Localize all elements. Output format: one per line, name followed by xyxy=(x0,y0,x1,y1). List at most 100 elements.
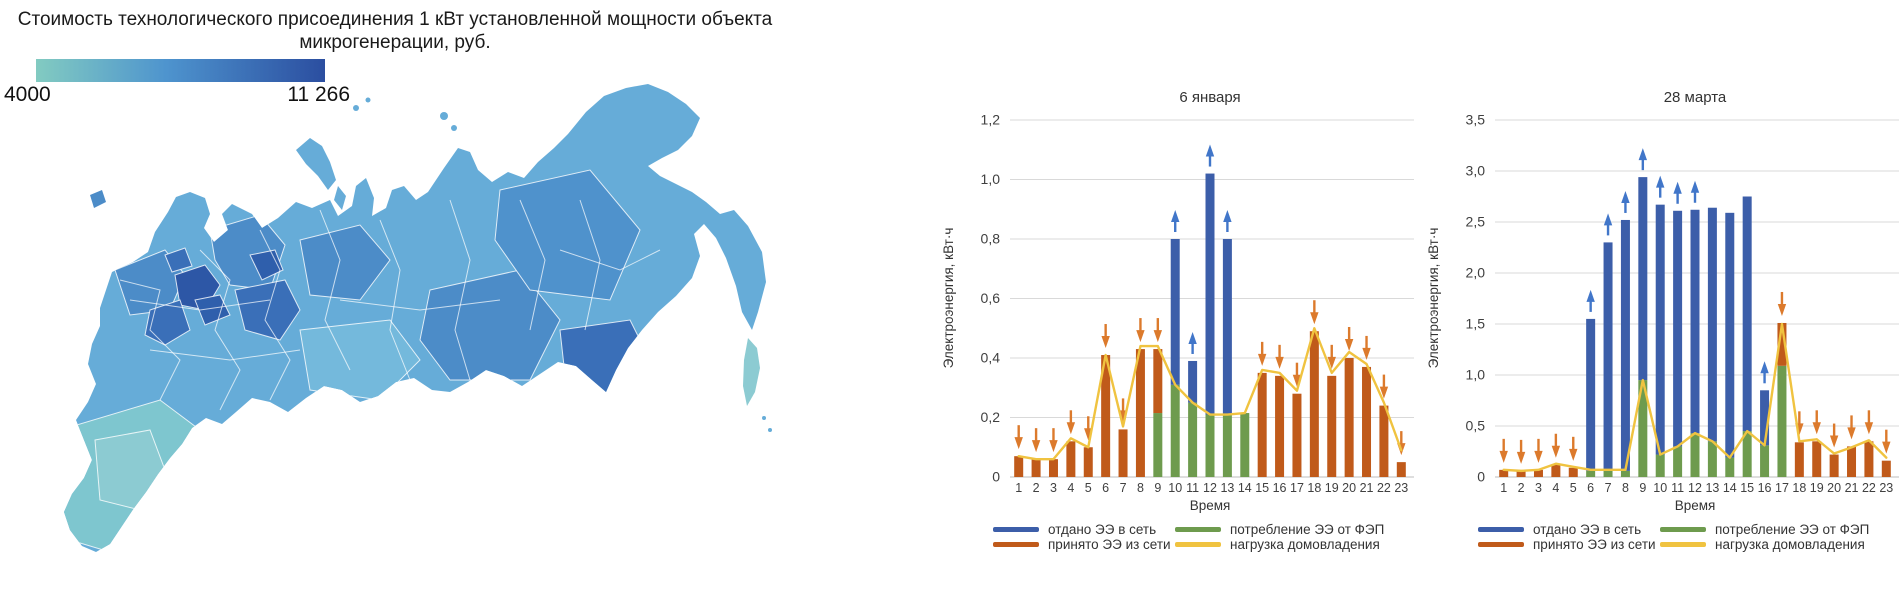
bar-pv xyxy=(1205,414,1215,477)
bar-export xyxy=(1742,196,1752,432)
map-island xyxy=(353,105,359,111)
bar-pv xyxy=(1620,470,1630,477)
scale-max-label: 11 266 xyxy=(287,83,350,106)
map-region xyxy=(249,249,284,281)
legend-swatch xyxy=(1175,527,1221,532)
import-down-arrow-icon xyxy=(1812,422,1821,435)
x-tick-label: 12 xyxy=(1203,481,1217,495)
import-down-arrow-icon xyxy=(1829,435,1839,448)
x-tick-label: 12 xyxy=(1688,481,1702,495)
x-tick-label: 9 xyxy=(1639,481,1646,495)
import-down-arrow-icon xyxy=(1777,303,1787,316)
bar-import xyxy=(1066,441,1076,477)
chart-legend: отдано ЭЭ в сеть принято ЭЭ из сети потреб… xyxy=(937,522,1417,552)
bar-pv xyxy=(1222,414,1232,477)
legend-swatch xyxy=(993,542,1039,547)
x-tick-label: 20 xyxy=(1342,481,1356,495)
export-up-arrow-icon xyxy=(1656,175,1665,188)
legend-label: нагрузка домовладения xyxy=(1715,537,1865,552)
legend-label: принято ЭЭ из сети xyxy=(1048,537,1171,552)
map-title-line2: микрогенерации, руб. xyxy=(299,32,491,53)
bar-import xyxy=(1031,459,1041,477)
bar-import xyxy=(1327,375,1337,477)
bar-export xyxy=(1638,177,1648,381)
import-down-arrow-icon xyxy=(1031,440,1041,453)
map-novaya-zemlya-south xyxy=(334,186,346,210)
bar-export xyxy=(1205,173,1215,415)
x-tick-label: 13 xyxy=(1705,481,1719,495)
import-down-arrow-icon xyxy=(1864,422,1874,435)
export-up-arrow-icon xyxy=(1673,181,1682,194)
russia-choropleth-map xyxy=(64,84,772,552)
legend-swatch xyxy=(1175,542,1221,547)
legend-item: принято ЭЭ из сети xyxy=(993,537,1175,552)
bar-export xyxy=(1586,318,1596,471)
map-title-line1: Стоимость технологического присоединения… xyxy=(17,9,773,30)
import-down-arrow-icon xyxy=(1310,312,1319,325)
legend-item: потребление ЭЭ от ФЭП xyxy=(1660,522,1890,537)
import-down-arrow-icon xyxy=(1551,445,1561,458)
export-up-arrow-icon xyxy=(1690,180,1700,193)
bar-pv xyxy=(1690,433,1700,477)
bar-import xyxy=(1048,459,1058,477)
x-axis-label: Время xyxy=(1675,498,1716,513)
x-tick-label: 22 xyxy=(1377,481,1391,495)
chart-january-6-plot: 6 января Электроэнергия, кВт·ч 0 0,2 0,4 0,… xyxy=(941,89,1414,513)
y-tick-label: 1,0 xyxy=(981,171,1001,187)
x-tick-label: 6 xyxy=(1587,481,1594,495)
bar-export xyxy=(1170,239,1180,385)
legend-label: отдано ЭЭ в сеть xyxy=(1048,522,1157,537)
bar-import xyxy=(1292,393,1302,477)
legend-swatch xyxy=(1660,542,1706,547)
export-up-arrow-icon xyxy=(1621,190,1630,203)
bar-pv xyxy=(1603,470,1613,477)
x-tick-label: 18 xyxy=(1792,481,1806,495)
legend-label: отдано ЭЭ в сеть xyxy=(1533,522,1642,537)
bar-pv xyxy=(1673,446,1683,477)
map-novaya-zemlya xyxy=(296,138,336,190)
export-up-arrow-icon xyxy=(1188,331,1197,344)
x-tick-label: 10 xyxy=(1653,481,1667,495)
legend-item: нагрузка домовладения xyxy=(1175,537,1405,552)
y-tick-label: 2,0 xyxy=(1466,265,1486,281)
map-sakhalin xyxy=(743,338,760,406)
map-kuril-island xyxy=(768,428,772,432)
x-tick-label: 3 xyxy=(1050,481,1057,495)
bar-import xyxy=(1275,375,1285,477)
map-island xyxy=(440,112,448,120)
x-tick-label: 10 xyxy=(1168,481,1182,495)
x-tick-label: 21 xyxy=(1360,481,1374,495)
y-axis-label: Электроэнергия, кВт·ч xyxy=(1426,228,1441,369)
import-down-arrow-icon xyxy=(1516,451,1526,464)
y-tick-label: 0,6 xyxy=(981,290,1001,306)
bar-import xyxy=(1499,469,1509,477)
x-tick-label: 16 xyxy=(1273,481,1287,495)
chart-title: 6 января xyxy=(1179,89,1240,106)
bar-export xyxy=(1655,204,1665,455)
export-up-arrow-icon xyxy=(1586,289,1595,302)
legend-label: принято ЭЭ из сети xyxy=(1533,537,1656,552)
import-down-arrow-icon xyxy=(1066,422,1076,435)
bar-import xyxy=(1153,349,1163,414)
import-down-arrow-icon xyxy=(1344,339,1354,351)
import-down-arrow-icon xyxy=(1379,386,1389,399)
y-tick-label: 2,5 xyxy=(1466,214,1486,230)
map-region xyxy=(494,169,641,301)
map-island xyxy=(451,125,457,131)
bar-pv xyxy=(1638,380,1648,477)
export-up-arrow-icon xyxy=(1603,213,1613,226)
x-tick-label: 4 xyxy=(1067,481,1074,495)
x-tick-label: 22 xyxy=(1862,481,1876,495)
import-down-arrow-icon xyxy=(1014,437,1023,450)
bar-import xyxy=(1118,429,1128,477)
bar-export xyxy=(1760,390,1770,446)
x-tick-label: 5 xyxy=(1085,481,1092,495)
x-tick-label: 17 xyxy=(1290,481,1304,495)
bar-export xyxy=(1690,209,1700,434)
x-tick-label: 7 xyxy=(1605,481,1612,495)
import-down-arrow-icon xyxy=(1882,441,1891,454)
y-tick-label: 3,0 xyxy=(1466,163,1486,179)
x-tick-label: 18 xyxy=(1307,481,1321,495)
bar-import xyxy=(1864,441,1874,477)
x-tick-label: 2 xyxy=(1518,481,1525,495)
